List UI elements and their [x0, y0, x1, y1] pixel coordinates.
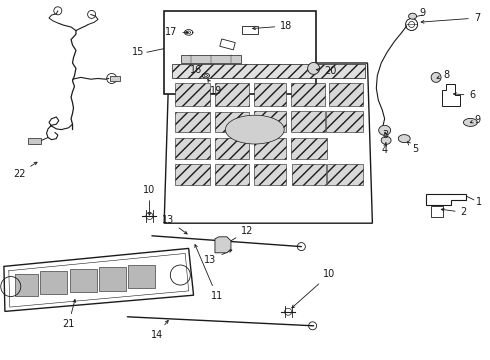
- Bar: [40, 271, 67, 294]
- Ellipse shape: [225, 115, 284, 144]
- Text: 10: 10: [144, 185, 156, 215]
- Polygon shape: [431, 72, 441, 82]
- Bar: [326, 111, 363, 132]
- Text: 7: 7: [421, 13, 480, 23]
- Polygon shape: [398, 135, 410, 143]
- Text: 12: 12: [226, 226, 253, 244]
- Text: 20: 20: [317, 66, 337, 76]
- Bar: [254, 138, 286, 159]
- Text: 2: 2: [441, 207, 467, 217]
- Polygon shape: [215, 237, 231, 253]
- Bar: [327, 164, 363, 185]
- Text: 5: 5: [407, 142, 419, 154]
- Text: 6: 6: [454, 90, 475, 100]
- Polygon shape: [464, 118, 477, 126]
- Bar: [291, 83, 325, 106]
- Text: 21: 21: [62, 300, 75, 329]
- Bar: [110, 76, 120, 81]
- Text: 10: 10: [292, 269, 336, 308]
- Bar: [175, 112, 210, 132]
- Bar: [215, 112, 249, 132]
- Bar: [215, 83, 249, 106]
- Text: 13: 13: [162, 215, 187, 234]
- Bar: [215, 164, 249, 185]
- Text: 9: 9: [470, 114, 481, 125]
- Polygon shape: [4, 248, 194, 311]
- Bar: [28, 138, 41, 144]
- Bar: [291, 111, 325, 132]
- Bar: [181, 55, 241, 63]
- Polygon shape: [409, 13, 416, 19]
- Bar: [215, 138, 249, 159]
- Bar: [128, 265, 155, 288]
- Text: 18: 18: [253, 21, 293, 31]
- Polygon shape: [164, 63, 372, 223]
- Text: 1: 1: [476, 197, 482, 207]
- Polygon shape: [379, 125, 391, 135]
- Text: 11: 11: [195, 244, 223, 301]
- Bar: [164, 11, 316, 94]
- Text: 8: 8: [437, 70, 450, 80]
- Text: 9: 9: [419, 8, 425, 18]
- Text: 13: 13: [204, 250, 232, 265]
- Text: 15: 15: [132, 47, 145, 57]
- Bar: [99, 267, 126, 291]
- Bar: [431, 206, 443, 217]
- Text: 16: 16: [190, 65, 202, 75]
- Bar: [292, 164, 326, 185]
- Bar: [15, 274, 38, 296]
- Bar: [254, 111, 286, 132]
- Text: 17: 17: [165, 27, 188, 37]
- Bar: [329, 83, 363, 106]
- Bar: [254, 164, 286, 185]
- Bar: [175, 138, 210, 159]
- Text: 14: 14: [151, 320, 168, 340]
- Bar: [175, 83, 210, 106]
- Polygon shape: [381, 136, 391, 144]
- Text: 22: 22: [13, 162, 37, 179]
- Text: 19: 19: [208, 80, 222, 96]
- Text: 3: 3: [382, 130, 388, 140]
- Bar: [70, 269, 97, 292]
- Text: 4: 4: [381, 143, 388, 156]
- Bar: [254, 83, 286, 106]
- Bar: [291, 138, 327, 159]
- Polygon shape: [308, 62, 319, 75]
- Bar: [172, 64, 365, 78]
- Bar: [175, 164, 210, 185]
